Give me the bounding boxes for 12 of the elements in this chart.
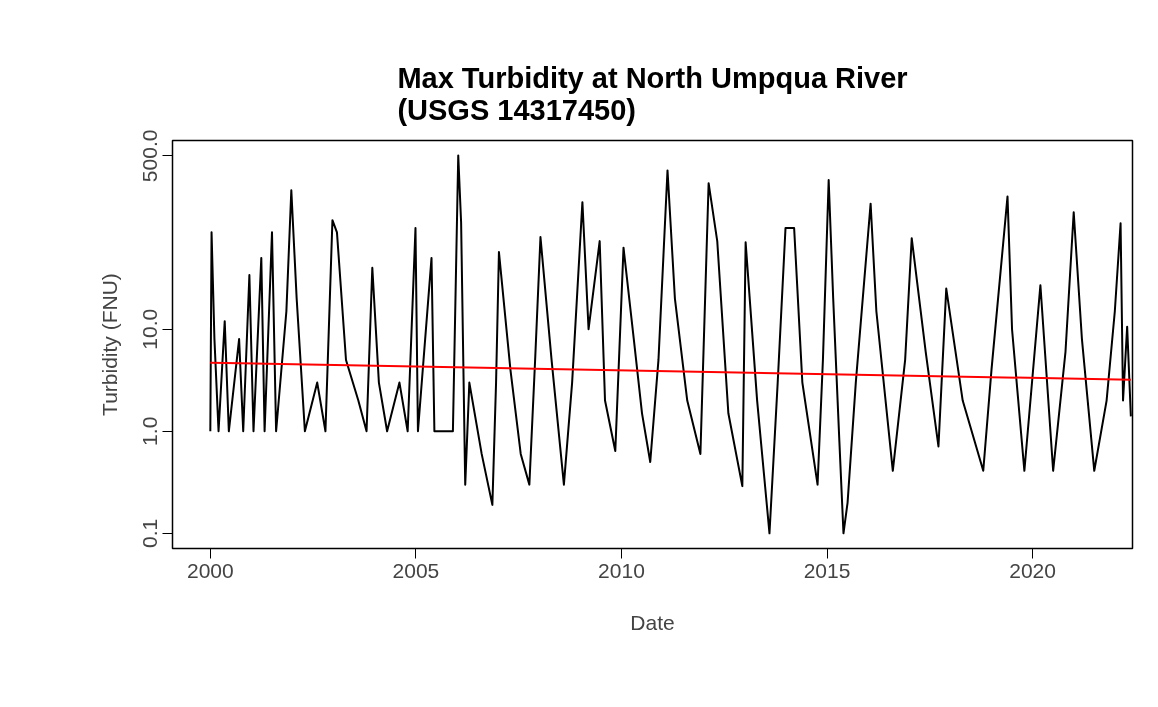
- y-tick-label: 500.0: [138, 129, 162, 183]
- x-tick-label: 2010: [598, 558, 645, 582]
- x-tick-label: 2000: [186, 558, 234, 582]
- x-tick-label: 2020: [1009, 558, 1056, 582]
- x-tick-label: 2015: [803, 558, 851, 582]
- y-tick-label: 0.1: [138, 518, 162, 548]
- y-tick-label: 10.0: [138, 308, 162, 350]
- x-tick-label: 2005: [392, 558, 440, 582]
- y-tick-label: 1.0: [138, 416, 162, 446]
- x-axis-title: Date: [630, 610, 675, 634]
- chart-title: Max Turbidity at North Umpqua River (USGS 14317450): [397, 61, 908, 126]
- y-axis-title: Turbidity (FNU): [97, 273, 121, 416]
